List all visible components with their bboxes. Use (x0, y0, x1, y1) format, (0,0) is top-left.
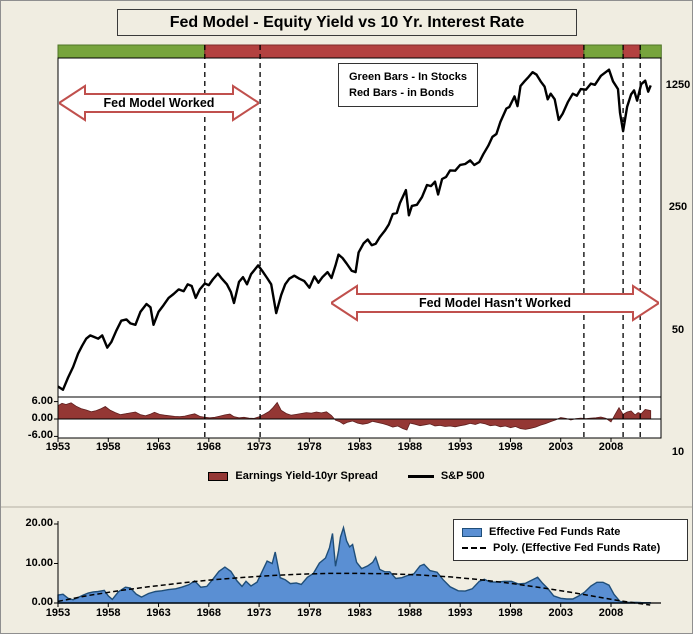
y-tick-label-spread: 6.00 (31, 394, 53, 407)
x-tick-label-fed: 1953 (45, 607, 71, 619)
double-arrow-shape (331, 284, 659, 322)
x-tick-label-main: 1963 (146, 441, 171, 453)
x-tick-label-fed: 2003 (548, 607, 573, 619)
fed-model-hasnt-worked-label: Fed Model Hasn't Worked (418, 296, 572, 310)
x-tick-label-fed: 1993 (447, 607, 473, 619)
regime-segment-bonds (622, 44, 641, 59)
x-tick-label-main: 2003 (548, 441, 573, 453)
x-tick-label-fed: 1958 (96, 607, 121, 619)
x-tick-label-main: 1973 (246, 441, 272, 453)
y-tick-label-sp500: 250 (668, 201, 688, 214)
x-tick-label-fed: 1983 (347, 607, 372, 619)
x-tick-label-main: 1978 (297, 441, 322, 453)
x-tick-label-main: 1998 (498, 441, 523, 453)
x-tick-label-fed: 1968 (196, 607, 222, 619)
y-tick-label-spread: -6.00 (27, 429, 53, 442)
poly-legend-row: Poly. (Effective Fed Funds Rate) (462, 540, 679, 556)
x-tick-label-main: 1958 (96, 441, 121, 453)
double-arrow-polygon (59, 84, 259, 122)
regime-segment-bonds (204, 44, 585, 59)
fed-funds-legend-row: Effective Fed Funds Rate (462, 524, 679, 540)
fed-model-worked-arrow: Fed Model Worked (59, 84, 259, 122)
fed-model-hasnt-worked-arrow: Fed Model Hasn't Worked (331, 284, 659, 322)
poly-line-swatch (462, 547, 486, 549)
y-tick-label-fed: 0.00 (31, 596, 53, 608)
y-tick-label-spread: 0.00 (31, 412, 53, 424)
x-tick-label-main: 1993 (447, 441, 473, 453)
x-tick-label-fed: 1973 (246, 607, 272, 619)
spread-area (57, 401, 652, 431)
y-tick-label-sp500: 50 (671, 323, 685, 336)
y-tick-label-sp500: 1250 (665, 79, 691, 91)
poly-trend-line (57, 572, 651, 606)
fed-funds-legend-label: Effective Fed Funds Rate (489, 526, 621, 538)
x-tick-label-fed: 2008 (598, 607, 624, 619)
x-tick-label-main: 1968 (196, 441, 222, 453)
fed-funds-legend: Effective Fed Funds Rate Poly. (Effectiv… (453, 519, 688, 561)
regime-segment-stocks (639, 44, 662, 59)
x-tick-label-main: 2008 (598, 441, 624, 453)
main-chart-legend: Earnings Yield-10yr Spread S&P 500 (1, 470, 692, 482)
regime-segment-stocks (583, 44, 624, 59)
x-tick-label-main: 1953 (45, 441, 71, 453)
fed-funds-swatch (462, 527, 482, 537)
spread-swatch (208, 471, 229, 481)
spread-legend-label: Earnings Yield-10yr Spread (235, 470, 378, 482)
x-tick-label-fed: 1963 (146, 607, 171, 619)
x-tick-label-fed: 1998 (498, 607, 523, 619)
fed-model-worked-label: Fed Model Worked (103, 96, 215, 110)
regime-segment-stocks (57, 44, 206, 59)
y-tick-label-sp500: 10 (671, 446, 685, 458)
y-tick-label-fed: 20.00 (25, 517, 53, 529)
double-arrow-shape (59, 84, 259, 122)
bar-color-legend: Green Bars - In Stocks Red Bars - in Bon… (338, 63, 478, 107)
sp500-line (57, 68, 652, 391)
y-tick-label-fed: 10.00 (25, 556, 53, 569)
x-tick-label-main: 1988 (397, 441, 423, 453)
sp500-line-swatch (407, 474, 434, 478)
bar-legend-bonds-line: Red Bars - in Bonds (349, 87, 455, 99)
sp500-legend-label: S&P 500 (440, 470, 485, 482)
x-tick-label-fed: 1988 (397, 607, 423, 619)
poly-legend-label: Poly. (Effective Fed Funds Rate) (493, 542, 661, 554)
bar-legend-stocks-line: Green Bars - In Stocks (349, 71, 467, 83)
main-plot-area (58, 58, 661, 397)
fed-funds-area (57, 524, 651, 604)
chart-title: Fed Model - Equity Yield vs 10 Yr. Inter… (117, 9, 577, 36)
x-tick-label-fed: 1978 (297, 607, 322, 619)
x-tick-label-main: 1983 (347, 441, 372, 453)
double-arrow-polygon (331, 284, 659, 322)
